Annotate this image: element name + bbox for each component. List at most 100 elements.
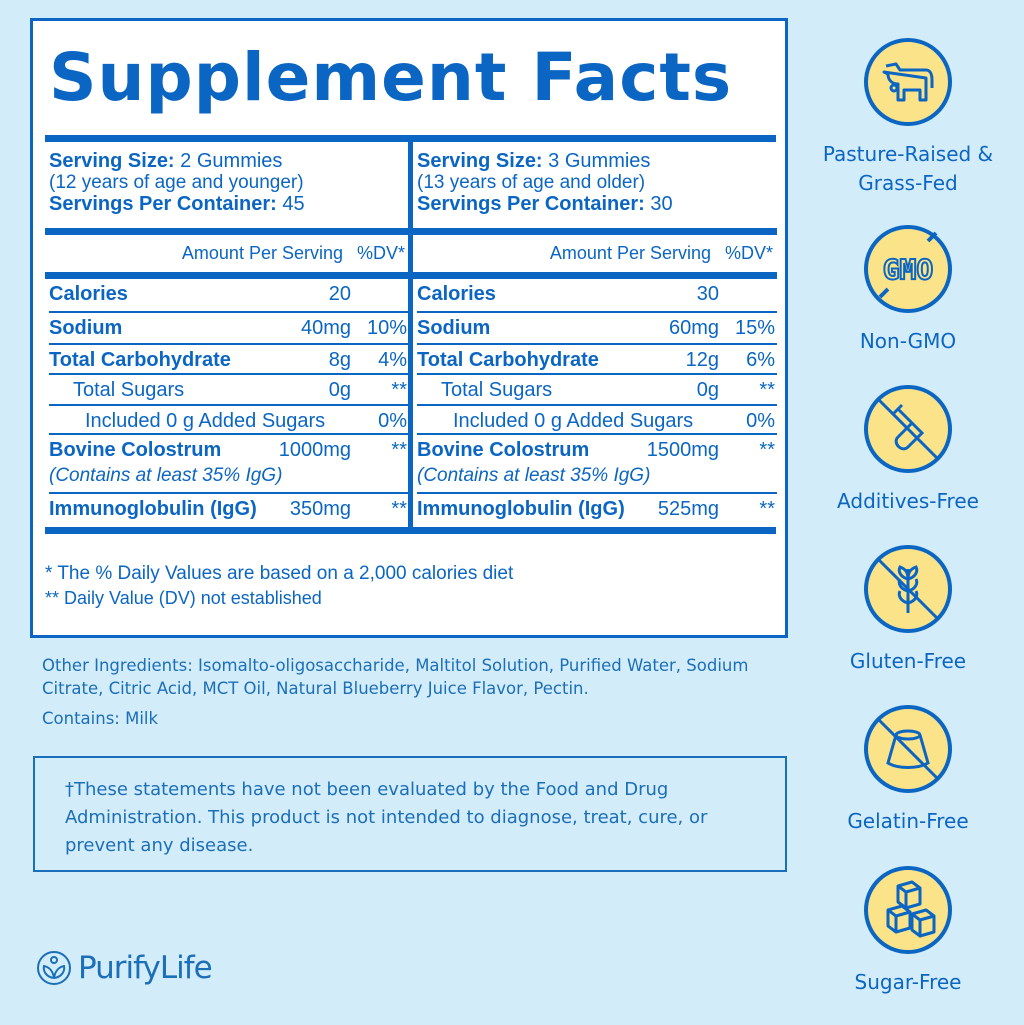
servings-per-container-value: 45 — [282, 193, 305, 215]
nutrient-row: Sodium 60mg 15% — [417, 313, 777, 345]
gelatin-crossed-icon — [864, 705, 952, 793]
nutrient-dv: 6% — [746, 349, 775, 371]
nutrient-amount: 1000mg — [278, 439, 351, 461]
nutrient-row: Immunoglobulin (IgG) 525mg ** — [417, 494, 777, 532]
badge-non-gmo: GMO Non-GMO — [822, 225, 994, 356]
nutrient-amount: 8g — [328, 349, 351, 371]
badge-label: Non-GMO — [859, 329, 957, 353]
nutrient-amount: 350mg — [289, 498, 351, 520]
nutrient-name: Sodium — [49, 317, 123, 339]
dv-header: %DV* — [724, 243, 773, 263]
nutrient-name: Total Carbohydrate — [49, 349, 231, 371]
footnote-dv: * The % Daily Values are based on a 2,00… — [45, 563, 514, 584]
badge-label: Sugar-Free — [854, 970, 962, 994]
amount-header-row: Amount Per Serving %DV* — [45, 228, 409, 272]
nutrient-row: Total Sugars 0g ** — [417, 375, 777, 406]
badge-label: Pasture-Raised & Grass-Fed — [822, 142, 994, 195]
nutrient-row: Immunoglobulin (IgG) 350mg ** — [49, 494, 409, 532]
sugar-cubes-icon — [864, 866, 952, 954]
nutrient-name: Total Sugars — [73, 379, 185, 401]
amount-header-row: Amount Per Serving %DV* — [413, 228, 777, 272]
nutrient-amount: 60mg — [668, 317, 719, 339]
allergen-contains: Contains: Milk — [42, 709, 159, 728]
nutrient-row: Included 0 g Added Sugars 0% — [417, 406, 777, 435]
nutrient-amount: 0g — [696, 379, 719, 401]
nutrient-name: Total Carbohydrate — [417, 349, 599, 371]
fda-disclaimer: †These statements have not been evaluate… — [33, 756, 787, 872]
nutrient-row: Total Carbohydrate 8g 4% — [49, 345, 409, 375]
nutrient-name: Included 0 g Added Sugars — [453, 410, 694, 432]
amount-per-serving-header: Amount Per Serving — [181, 243, 343, 263]
servings-per-container-value: 30 — [650, 193, 673, 215]
column-adults: Serving Size: 3 Gummies (13 years of age… — [413, 143, 777, 532]
nutrient-name: Bovine Colostrum — [49, 439, 222, 461]
badge-additives-free: Additives-Free — [822, 385, 994, 516]
panel-title: Supplement Facts — [49, 39, 733, 116]
nutrient-note: (Contains at least 35% IgG) — [417, 465, 651, 486]
nutrient-name: Sodium — [417, 317, 491, 339]
nutrient-amount: 1500mg — [646, 439, 719, 461]
badge-gluten-free: Gluten-Free — [822, 545, 994, 676]
nutrient-dv: ** — [759, 379, 775, 401]
test-tube-crossed-icon — [864, 385, 952, 473]
serving-info: Serving Size: 3 Gummies (13 years of age… — [413, 143, 777, 228]
nutrient-amount: 525mg — [657, 498, 719, 520]
amount-per-serving-header: Amount Per Serving — [549, 243, 711, 263]
nutrient-dv: 0% — [378, 410, 407, 432]
nutrient-dv: ** — [759, 498, 775, 520]
nutrient-row: Sodium 40mg 10% — [49, 313, 409, 345]
nutrient-dv: 15% — [734, 317, 775, 339]
nutrient-dv: ** — [759, 439, 775, 461]
nutrient-name: Immunoglobulin (IgG) — [417, 498, 625, 520]
other-ingredients: Other Ingredients: Isomalto-oligosacchar… — [42, 656, 749, 698]
badge-label: Gluten-Free — [849, 649, 967, 673]
nutrient-name: Calories — [49, 283, 128, 305]
servings-per-container-label: Servings Per Container: — [49, 193, 277, 215]
nutrient-row: Calories 30 — [417, 279, 777, 313]
age-note: (13 years of age and older) — [417, 172, 646, 193]
serving-size-value: 2 Gummies — [180, 150, 283, 172]
nutrient-dv: 10% — [366, 317, 407, 339]
nutrient-dv: ** — [391, 439, 407, 461]
nutrient-dv: 4% — [378, 349, 407, 371]
badge-pasture-raised-grass-fed: Pasture-Raised & Grass-Fed — [822, 38, 994, 198]
nutrient-note: (Contains at least 35% IgG) — [49, 465, 283, 486]
nutrient-amount: 0g — [328, 379, 351, 401]
servings-per-container-label: Servings Per Container: — [417, 193, 645, 215]
brand-logo: PurifyLife — [36, 950, 213, 986]
nutrient-dv: 0% — [746, 410, 775, 432]
nutrient-name: Bovine Colostrum — [417, 439, 590, 461]
nutrient-row: Included 0 g Added Sugars 0% — [49, 406, 409, 435]
nutrient-dv: ** — [391, 379, 407, 401]
serving-info: Serving Size: 2 Gummies (12 years of age… — [45, 143, 409, 228]
nutrient-row: Bovine Colostrum 1000mg ** (Contains at … — [49, 435, 409, 494]
serving-size-label: Serving Size: — [417, 150, 543, 172]
badge-label: Additives-Free — [837, 489, 979, 513]
badge-gelatin-free: Gelatin-Free — [822, 705, 994, 836]
badge-label: Gelatin-Free — [847, 809, 969, 833]
nutrient-name: Included 0 g Added Sugars — [85, 410, 326, 432]
nutrient-row: Total Carbohydrate 12g 6% — [417, 345, 777, 375]
serving-size-value: 3 Gummies — [548, 150, 651, 172]
nutrient-row: Bovine Colostrum 1500mg ** (Contains at … — [417, 435, 777, 494]
badge-sugar-free: Sugar-Free — [822, 866, 994, 997]
serving-size-label: Serving Size: — [49, 150, 175, 172]
nutrient-row: Total Sugars 0g ** — [49, 375, 409, 406]
nutrient-amount: 20 — [328, 283, 351, 305]
column-children: Serving Size: 2 Gummies (12 years of age… — [45, 143, 409, 532]
nutrient-name: Calories — [417, 283, 496, 305]
svg-text:GMO: GMO — [883, 253, 934, 286]
leaf-logo-icon — [37, 951, 71, 985]
dv-header: %DV* — [356, 243, 405, 263]
nutrient-amount: 12g — [685, 349, 719, 371]
brand-name: PurifyLife — [78, 950, 213, 986]
nutrient-dv: ** — [391, 498, 407, 520]
wheat-crossed-icon — [864, 545, 952, 633]
divider — [45, 527, 776, 534]
column-divider — [408, 135, 413, 531]
nutrient-row: Calories 20 — [49, 279, 409, 313]
nutrient-name: Total Sugars — [441, 379, 553, 401]
nutrient-name: Immunoglobulin (IgG) — [49, 498, 257, 520]
nutrient-amount: 30 — [696, 283, 719, 305]
gmo-crossed-icon: GMO — [864, 225, 952, 313]
